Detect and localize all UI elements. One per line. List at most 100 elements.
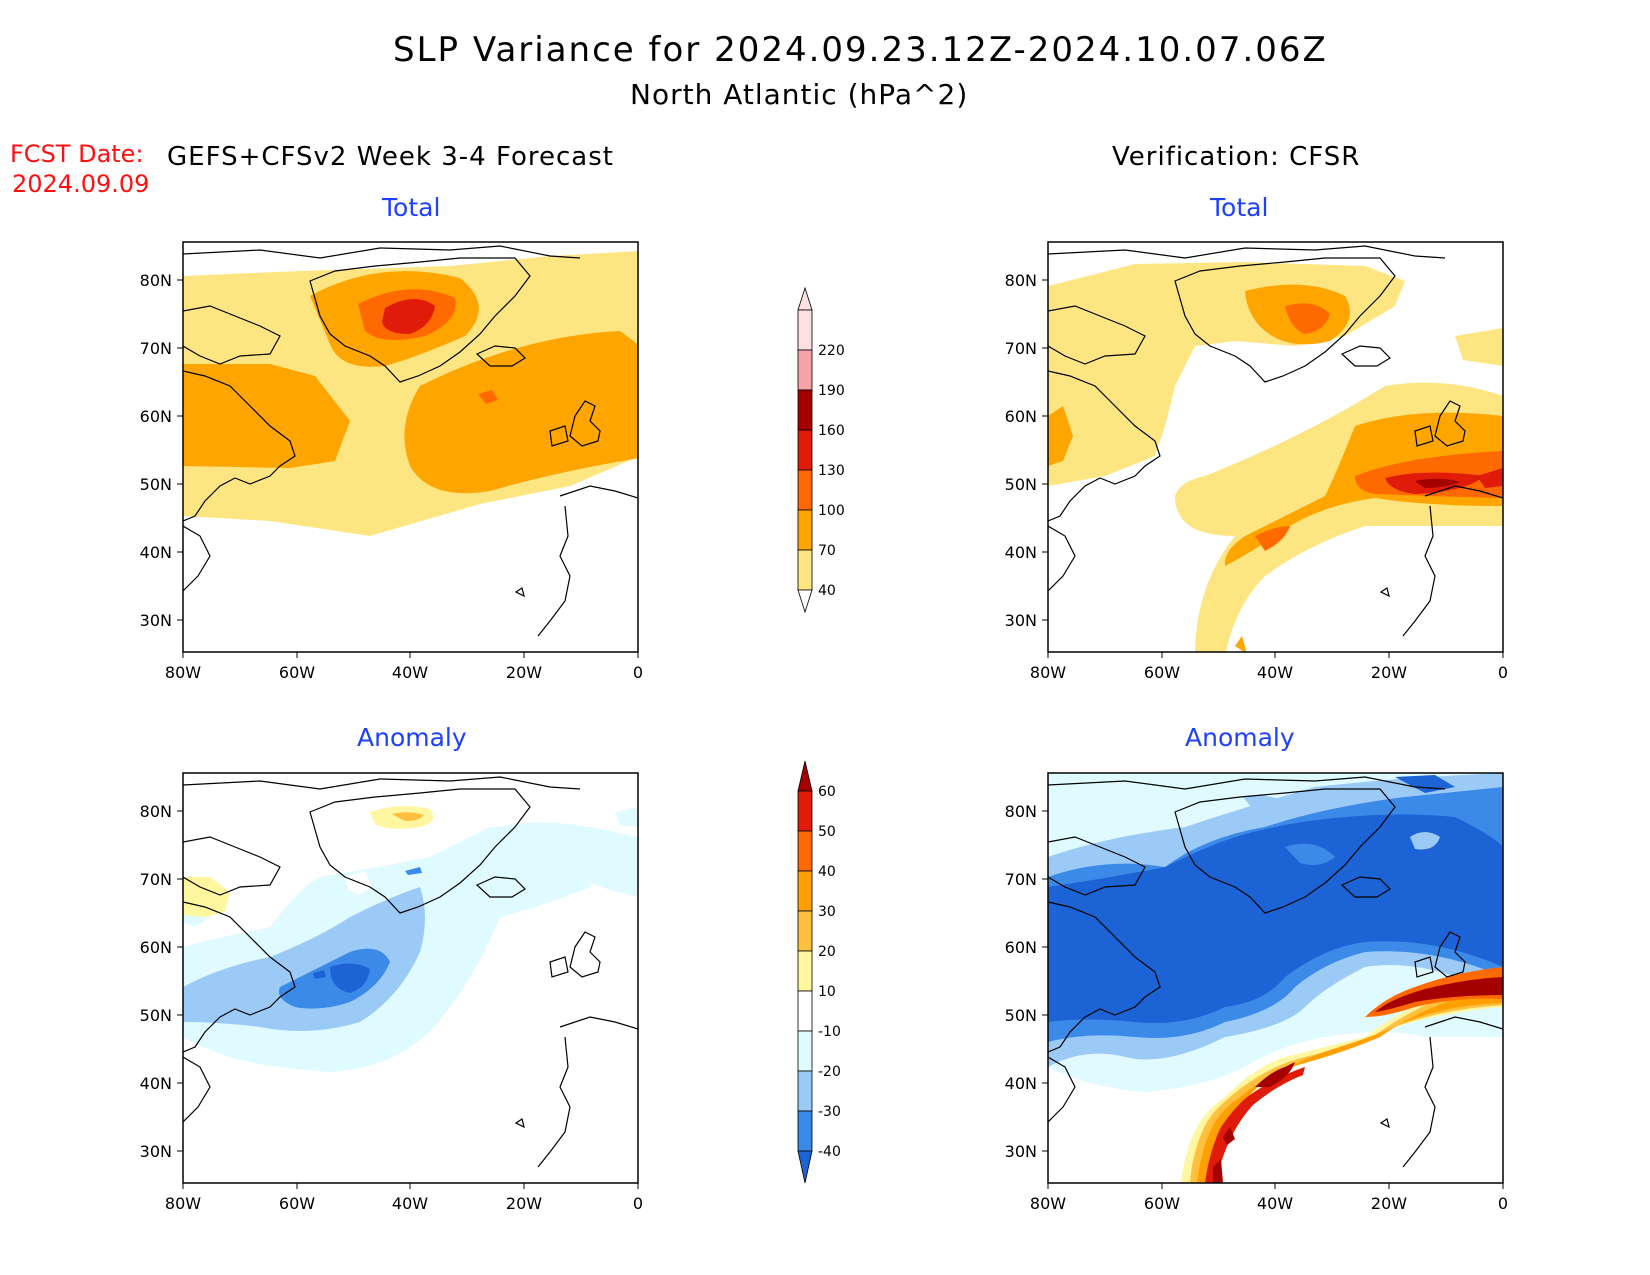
colorbar-label: 20	[818, 944, 836, 960]
lon-axis: 80W 60W 40W 20W 0	[165, 652, 643, 682]
colorbar-label: 160	[818, 423, 845, 439]
lon-tick: 40W	[392, 1194, 428, 1213]
colorbar-cell	[797, 1110, 813, 1152]
lat-tick: 50N	[140, 1006, 172, 1025]
lat-tick: 30N	[1005, 611, 1037, 630]
lat-tick: 60N	[1005, 938, 1037, 957]
colorbar-label: 10	[818, 984, 836, 1000]
coastlines	[1048, 245, 1503, 637]
lat-tick: 30N	[1005, 1142, 1037, 1161]
colorbar-label: 220	[818, 343, 845, 359]
lat-axis: 80N 70N 60N 50N 40N 30N	[1005, 802, 1048, 1161]
lon-tick: 0	[633, 1194, 643, 1213]
lat-tick: 40N	[1005, 543, 1037, 562]
lon-tick: 20W	[506, 1194, 542, 1213]
coastlines	[1048, 776, 1503, 1168]
colorbar-label: 130	[818, 463, 845, 479]
lat-tick: 30N	[140, 611, 172, 630]
lat-tick: 40N	[140, 1074, 172, 1093]
lat-tick: 80N	[1005, 802, 1037, 821]
subtitle: North Atlantic (hPa^2)	[630, 78, 969, 111]
lon-tick: 20W	[1371, 1194, 1407, 1213]
panel-label-top-left: Total	[382, 193, 441, 222]
colorbar-cell	[797, 950, 813, 992]
lat-tick: 30N	[140, 1142, 172, 1161]
lat-tick: 70N	[1005, 339, 1037, 358]
lat-tick: 70N	[140, 870, 172, 889]
colorbar-total: 40 70 100 130 160 190 220	[797, 286, 845, 614]
main-title: SLP Variance for 2024.09.23.12Z-2024.10.…	[393, 30, 1328, 70]
lat-axis: 80N 70N 60N 50N 40N 30N	[140, 802, 183, 1161]
colorbar-arrow-bottom	[797, 589, 813, 614]
lon-tick: 60W	[279, 1194, 315, 1213]
lon-tick: 80W	[165, 1194, 201, 1213]
lon-tick: 80W	[1030, 663, 1066, 682]
panel-label-bottom-left: Anomaly	[357, 723, 467, 752]
lat-tick: 50N	[140, 475, 172, 494]
lat-axis: 80N 70N 60N 50N 40N 30N	[140, 271, 183, 630]
lon-tick: 80W	[1030, 1194, 1066, 1213]
lon-tick: 80W	[165, 663, 201, 682]
colorbar-cell	[797, 349, 813, 391]
colorbar-cell	[797, 509, 813, 551]
lat-tick: 60N	[140, 938, 172, 957]
colorbar-label: -30	[818, 1104, 841, 1120]
lat-tick: 50N	[1005, 475, 1037, 494]
lon-tick: 40W	[1257, 1194, 1293, 1213]
colorbar-arrow-bottom	[797, 1150, 813, 1184]
colorbar-label: 40	[818, 864, 836, 880]
colorbar-cell	[797, 790, 813, 832]
colorbar-cell	[797, 389, 813, 431]
colorbar-cell	[797, 1070, 813, 1112]
colorbar-label: -20	[818, 1064, 841, 1080]
colorbar-label: 50	[818, 824, 836, 840]
lon-tick: 20W	[506, 663, 542, 682]
colorbar-label: 60	[818, 784, 836, 800]
lat-tick: 70N	[1005, 870, 1037, 889]
colorbar-label: 190	[818, 383, 845, 399]
lat-tick: 80N	[140, 271, 172, 290]
lon-tick: 60W	[1144, 663, 1180, 682]
colorbar-label: 100	[818, 503, 845, 519]
right-heading: Verification: CFSR	[1112, 142, 1361, 172]
lat-tick: 80N	[1005, 271, 1037, 290]
fcst-label: FCST Date:	[10, 140, 144, 168]
lon-tick: 0	[633, 663, 643, 682]
lat-tick: 80N	[140, 802, 172, 821]
colorbar-cell	[797, 910, 813, 952]
coastlines	[183, 776, 638, 1168]
map-forecast-anomaly: 80W 60W 40W 20W 0 80N 70N 60N 50N 40N 30…	[140, 772, 643, 1213]
lon-tick: 20W	[1371, 663, 1407, 682]
colorbar-label: 70	[818, 543, 836, 559]
lon-axis: 80W 60W 40W 20W 0	[1030, 1183, 1508, 1213]
contour-fills	[183, 806, 638, 1072]
panel-label-top-right: Total	[1210, 193, 1269, 222]
contour-fills	[183, 251, 638, 536]
colorbar-cell	[797, 870, 813, 912]
map-forecast-total: 80W 60W 40W 20W 0 80N 70N 60N 50N 40N 30…	[140, 241, 643, 682]
colorbar-cell	[797, 469, 813, 511]
colorbar-label: -10	[818, 1024, 841, 1040]
lon-axis: 80W 60W 40W 20W 0	[165, 1183, 643, 1213]
lon-tick: 40W	[1257, 663, 1293, 682]
lon-tick: 0	[1498, 1194, 1508, 1213]
contour-fills	[1048, 262, 1503, 652]
colorbar-cell	[797, 990, 813, 1032]
lat-tick: 40N	[1005, 1074, 1037, 1093]
lat-tick: 40N	[140, 543, 172, 562]
lat-tick: 50N	[1005, 1006, 1037, 1025]
lat-tick: 60N	[140, 407, 172, 426]
colorbar-cell	[797, 309, 813, 351]
panel-label-bottom-right: Anomaly	[1185, 723, 1295, 752]
colorbar-label: 40	[818, 583, 836, 599]
map-verification-total: 80W 60W 40W 20W 0 80N 70N 60N 50N 40N 30…	[1005, 241, 1508, 682]
lon-tick: 0	[1498, 663, 1508, 682]
lon-tick: 40W	[392, 663, 428, 682]
colorbar-cell	[797, 830, 813, 872]
lat-tick: 60N	[1005, 407, 1037, 426]
left-heading: GEFS+CFSv2 Week 3-4 Forecast	[167, 142, 614, 172]
colorbar-anomaly: -40 -30 -20 -10 10 20 30 40 50 60	[797, 760, 841, 1184]
lon-tick: 60W	[1144, 1194, 1180, 1213]
contour-fills	[1048, 773, 1503, 1183]
colorbar-arrow-top	[797, 760, 813, 792]
